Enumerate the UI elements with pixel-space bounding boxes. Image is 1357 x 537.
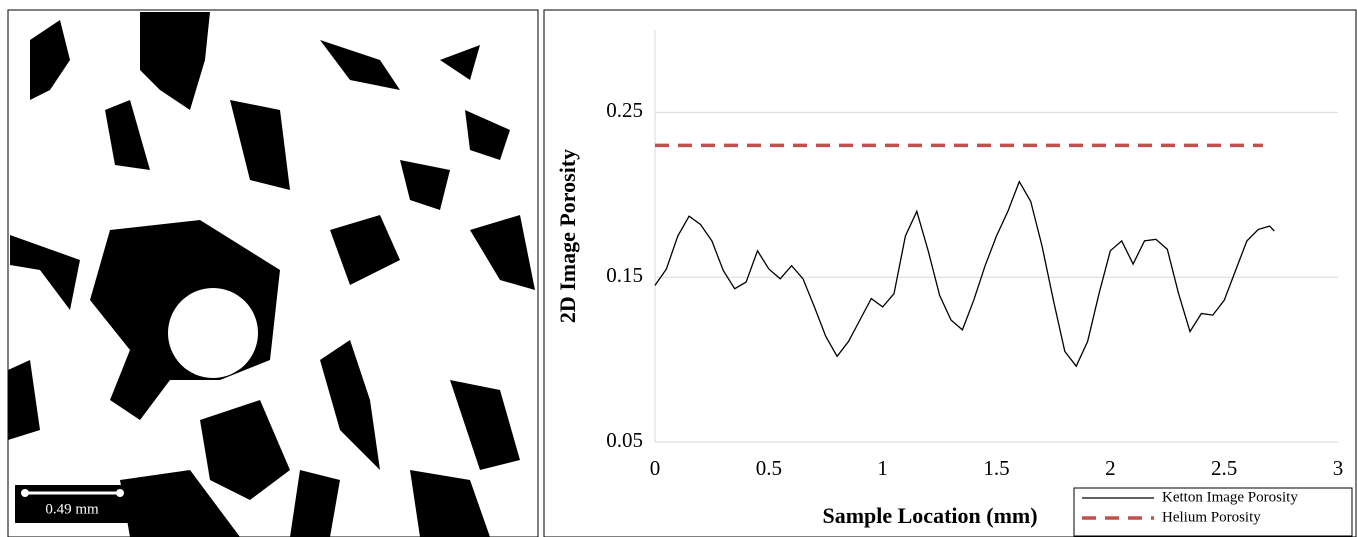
legend-label: Helium Porosity — [1162, 509, 1261, 525]
x-tick-label: 3 — [1333, 456, 1344, 480]
scale-bar-label: 0.49 mm — [45, 501, 99, 517]
legend-box — [1073, 487, 1353, 537]
x-tick-label: 0 — [650, 456, 661, 480]
x-tick-label: 1 — [877, 456, 888, 480]
x-tick-label: 2 — [1105, 456, 1116, 480]
y-axis-title: 2D Image Porosity — [555, 149, 580, 323]
legend-label: Ketton Image Porosity — [1162, 489, 1298, 505]
x-tick-label: 1.5 — [983, 456, 1009, 480]
y-tick-label: 0.05 — [606, 428, 643, 452]
y-tick-label: 0.25 — [606, 98, 643, 122]
binary-image: 0.49 mm — [7, 9, 539, 537]
y-tick-label: 0.15 — [606, 263, 643, 287]
x-tick-label: 0.5 — [756, 456, 782, 480]
x-axis-title: Sample Location (mm) — [822, 503, 1037, 528]
data-line — [654, 180, 1275, 368]
chart-frame — [543, 9, 1357, 537]
x-tick-label: 2.5 — [1211, 456, 1237, 480]
